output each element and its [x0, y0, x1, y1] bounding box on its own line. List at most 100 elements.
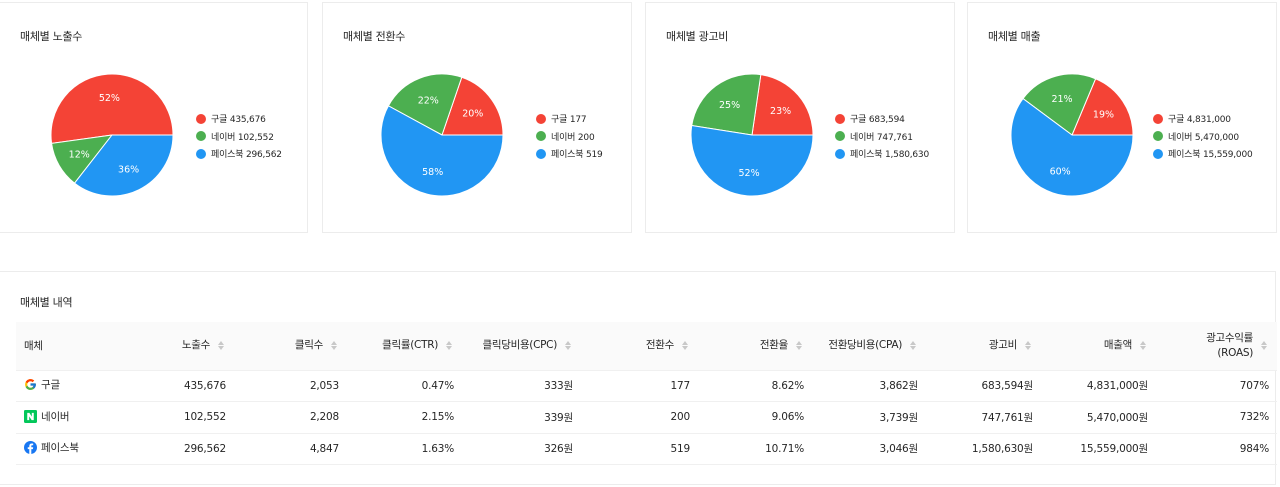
pie-slice-google[interactable] — [751, 74, 814, 136]
pie-chart: 23% 25% 52% — [690, 73, 814, 197]
legend-item-facebook[interactable]: 페이스북 15,559,000 — [1153, 145, 1253, 163]
pie-slice-facebook[interactable] — [1010, 97, 1134, 197]
conversion-rate-cell: 8.62% — [698, 370, 812, 402]
legend-dot-icon — [1153, 131, 1163, 142]
table-row: 페이스북 296,562 4,847 1.63% 326원 519 10.71%… — [16, 433, 1277, 465]
table-title: 매체별 내역 — [20, 296, 73, 309]
sort-icon[interactable] — [910, 341, 916, 351]
legend-item-naver[interactable]: 네이버 200 — [536, 128, 603, 146]
ad-spend-cell: 683,594원 — [926, 370, 1041, 402]
sort-icon[interactable] — [446, 341, 452, 351]
revenue-cell: 4,831,000원 — [1041, 370, 1156, 402]
sort-icon[interactable] — [331, 341, 337, 351]
pie-slice-naver[interactable] — [691, 73, 762, 136]
column-header-media: 매체 — [16, 322, 111, 371]
sort-icon[interactable] — [1261, 341, 1267, 351]
chart-legend: 구글 435,676 네이버 102,552 페이스북 296,562 — [196, 110, 282, 163]
legend-dot-icon — [1153, 148, 1163, 159]
sort-icon[interactable] — [565, 341, 571, 351]
column-header-conversion-rate[interactable]: 전환율 — [698, 322, 812, 371]
clicks-cell: 4,847 — [234, 433, 347, 465]
sort-icon[interactable] — [218, 341, 224, 351]
roas-cell: 707% — [1156, 370, 1277, 402]
chart-title: 매체별 노출수 — [20, 30, 83, 43]
pie-chart: 20% 22% 58% — [380, 73, 504, 197]
media-cell: 구글 — [16, 370, 111, 402]
column-header-ad-spend[interactable]: 광고비 — [926, 322, 1041, 371]
legend-item-facebook[interactable]: 페이스북 519 — [536, 145, 603, 163]
chart-card-revenue: 매체별 매출 19% 21% 60% 구글 4,831,000 네이버 5,470,… — [967, 2, 1277, 233]
legend-item-google[interactable]: 구글 683,594 — [835, 110, 929, 128]
pie-percent-label: 52% — [99, 93, 120, 104]
pie-slice-naver[interactable] — [1022, 73, 1097, 136]
table-row: 네이버 102,552 2,208 2.15% 339원 200 9.06% 3… — [16, 401, 1277, 434]
cpc-cell: 333원 — [462, 370, 581, 402]
pie-percent-label: 21% — [1051, 94, 1072, 105]
sort-icon[interactable] — [796, 341, 802, 351]
pie-percent-label: 23% — [770, 106, 791, 117]
sort-icon[interactable] — [682, 341, 688, 351]
column-header-roas[interactable]: 광고수익률 (ROAS) — [1156, 322, 1277, 371]
legend-item-naver[interactable]: 네이버 5,470,000 — [1153, 128, 1253, 146]
conversions-cell: 177 — [581, 370, 698, 402]
column-header-conversions[interactable]: 전환수 — [581, 322, 698, 371]
chart-title: 매체별 광고비 — [666, 30, 729, 43]
legend-item-google[interactable]: 구글 435,676 — [196, 110, 282, 128]
column-header-ctr[interactable]: 클릭률(CTR) — [347, 322, 462, 371]
facebook-icon — [24, 441, 37, 455]
cpa-cell: 3,739원 — [812, 401, 926, 434]
column-header-cpc[interactable]: 클릭당비용(CPC) — [462, 322, 581, 371]
pie-slice-google[interactable] — [1071, 78, 1134, 136]
legend-dot-icon — [536, 131, 546, 142]
pie-slice-facebook[interactable] — [380, 105, 504, 197]
legend-item-naver[interactable]: 네이버 102,552 — [196, 128, 282, 146]
pie-slice-google[interactable] — [50, 73, 174, 144]
ad-spend-cell: 1,580,630원 — [926, 433, 1041, 465]
impressions-cell: 296,562 — [111, 433, 234, 465]
legend-item-google[interactable]: 구글 4,831,000 — [1153, 110, 1253, 128]
media-breakdown-card: 매체별 내역 매체 노출수 클릭수 클릭률(CTR) 클릭당비용(CPC) 전환… — [0, 271, 1277, 485]
column-header-clicks[interactable]: 클릭수 — [234, 322, 347, 371]
pie-percent-label: 58% — [422, 167, 443, 178]
legend-dot-icon — [536, 148, 546, 159]
chart-legend: 구글 683,594 네이버 747,761 페이스북 1,580,630 — [835, 110, 929, 163]
legend-item-facebook[interactable]: 페이스북 1,580,630 — [835, 145, 929, 163]
column-header-revenue[interactable]: 매출액 — [1041, 322, 1156, 371]
legend-item-google[interactable]: 구글 177 — [536, 110, 603, 128]
ctr-cell: 2.15% — [347, 401, 462, 434]
sort-icon[interactable] — [1025, 341, 1031, 351]
chart-card-conversions: 매체별 전환수 20% 22% 58% 구글 177 네이버 200 페이스북 51… — [322, 2, 632, 233]
sort-icon[interactable] — [1140, 341, 1146, 351]
pie-slice-facebook[interactable] — [690, 124, 814, 197]
pie-slice-naver[interactable] — [387, 73, 463, 136]
google-icon — [25, 379, 36, 391]
impressions-cell: 435,676 — [111, 370, 234, 402]
chart-title: 매체별 매출 — [988, 30, 1041, 43]
chart-title: 매체별 전환수 — [343, 30, 406, 43]
impressions-cell: 102,552 — [111, 401, 234, 434]
pie-percent-label: 52% — [738, 168, 759, 179]
clicks-cell: 2,053 — [234, 370, 347, 402]
conversions-cell: 200 — [581, 401, 698, 434]
pie-slice-facebook[interactable] — [73, 134, 174, 197]
media-cell: 네이버 — [16, 401, 111, 434]
legend-dot-icon — [536, 113, 546, 124]
pie-percent-label: 60% — [1050, 166, 1071, 177]
column-header-impressions[interactable]: 노출수 — [111, 322, 234, 371]
chart-card-ad-spend: 매체별 광고비 23% 25% 52% 구글 683,594 네이버 747,761… — [645, 2, 955, 233]
pie-percent-label: 22% — [418, 95, 439, 106]
roas-cell: 732% — [1156, 401, 1277, 434]
legend-item-facebook[interactable]: 페이스북 296,562 — [196, 145, 282, 163]
legend-item-naver[interactable]: 네이버 747,761 — [835, 128, 929, 146]
ctr-cell: 1.63% — [347, 433, 462, 465]
legend-dot-icon — [196, 148, 206, 159]
chart-legend: 구글 4,831,000 네이버 5,470,000 페이스북 15,559,0… — [1153, 110, 1253, 163]
naver-icon — [24, 409, 37, 423]
table-header-row: 매체 노출수 클릭수 클릭률(CTR) 클릭당비용(CPC) 전환수 전환율 전… — [16, 322, 1277, 371]
pie-percent-label: 20% — [462, 109, 483, 120]
media-cell: 페이스북 — [16, 433, 111, 465]
column-header-cpa[interactable]: 전환당비용(CPA) — [812, 322, 926, 371]
legend-dot-icon — [835, 148, 845, 159]
table-row: 구글 435,676 2,053 0.47% 333원 177 8.62% 3,… — [16, 370, 1277, 402]
cpc-cell: 339원 — [462, 401, 581, 434]
